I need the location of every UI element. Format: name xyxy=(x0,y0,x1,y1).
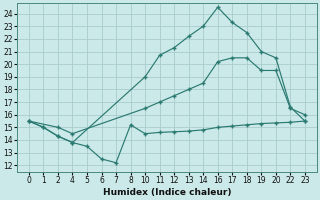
X-axis label: Humidex (Indice chaleur): Humidex (Indice chaleur) xyxy=(103,188,231,197)
